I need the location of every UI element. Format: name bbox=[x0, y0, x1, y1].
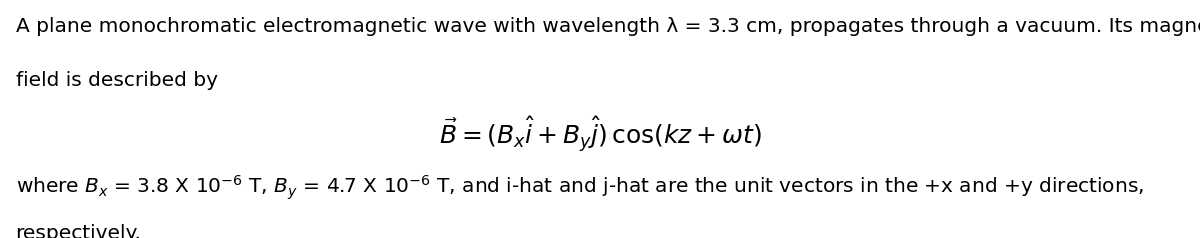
Text: A plane monochromatic electromagnetic wave with wavelength λ = 3.3 cm, propagate: A plane monochromatic electromagnetic wa… bbox=[16, 17, 1200, 36]
Text: where $B_x$ = 3.8 X 10$^{-6}$ T, $B_y$ = 4.7 X 10$^{-6}$ T, and i-hat and j-hat : where $B_x$ = 3.8 X 10$^{-6}$ T, $B_y$ =… bbox=[16, 174, 1144, 202]
Text: field is described by: field is described by bbox=[16, 71, 217, 90]
Text: respectively.: respectively. bbox=[16, 224, 142, 238]
Text: $\vec{B} = (B_x\hat{i} + B_y\hat{j})\,\cos(kz + \omega t)$: $\vec{B} = (B_x\hat{i} + B_y\hat{j})\,\c… bbox=[438, 114, 762, 154]
